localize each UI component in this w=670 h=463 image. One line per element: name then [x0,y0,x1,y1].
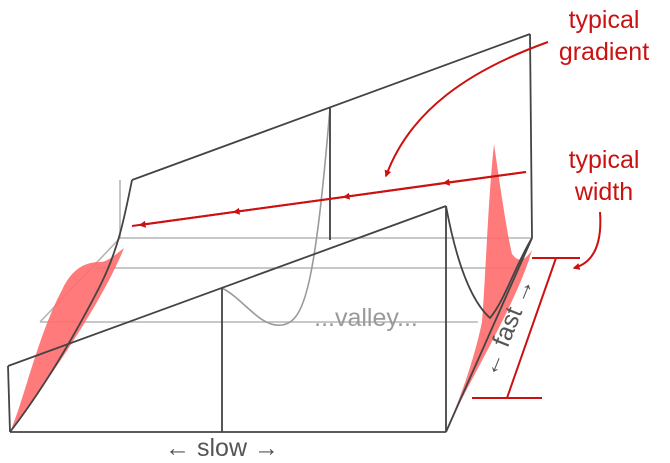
left-width-shape [10,248,124,432]
gradient-arrow-4 [138,211,235,228]
back-top-ridge [131,33,531,181]
hidden-edges [39,108,532,323]
valley-label: ...valley... [314,304,418,332]
gradient-arrows [131,171,527,228]
surface-outline [7,33,533,433]
front-left-vertical [7,365,11,433]
slow-axis-label: ← slow → [165,434,279,462]
valley-profile-middle [221,107,331,326]
gradient-arrow-2 [342,182,445,200]
width-label-line2: width [574,178,633,206]
back-right-vertical [529,33,533,239]
right-valley-profile [445,205,533,319]
gradient-callout-arrow [384,41,549,178]
gradient-arrow-3 [232,196,345,215]
gradient-label-line2: gradient [559,38,649,66]
right-width-shape [445,144,532,432]
width-bracket [472,257,580,399]
width-bracket-line [506,257,557,399]
right-floor-diagonal [445,237,533,433]
gradient-label-line1: typical [569,6,640,34]
front-top-ridge [7,205,447,367]
gradient-arrow-1 [442,171,527,186]
width-callout-arrow [572,211,602,270]
width-label-line1: typical [569,146,640,174]
back-left-profile [9,179,133,433]
